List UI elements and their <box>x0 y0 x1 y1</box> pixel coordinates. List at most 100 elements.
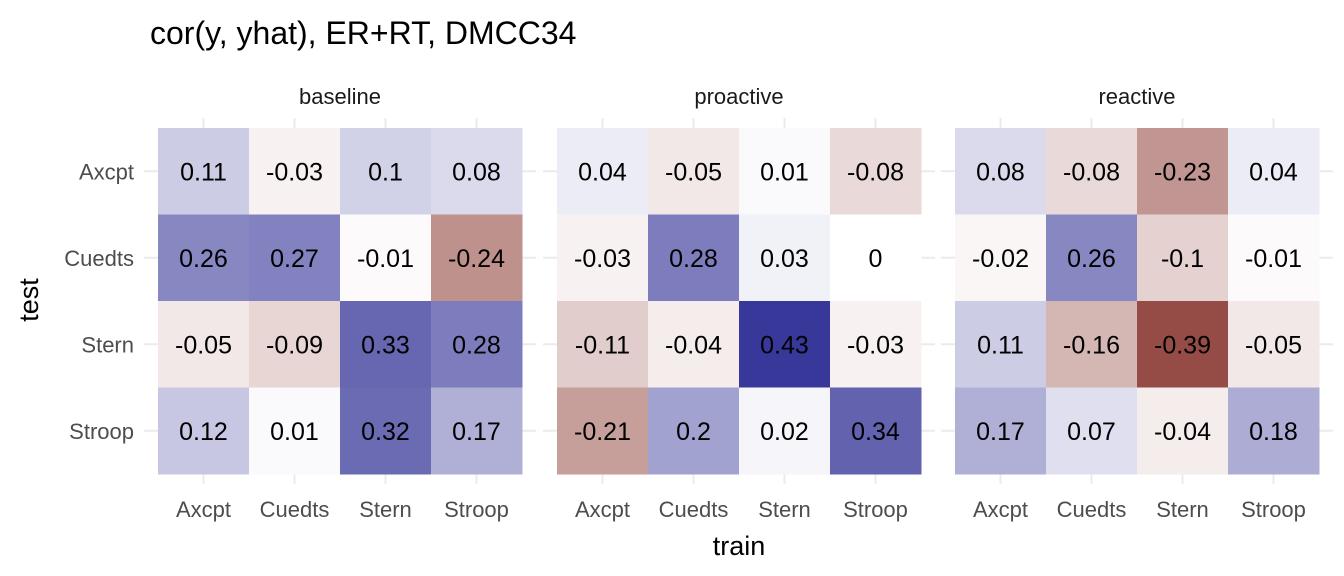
x-tick-label: Stern <box>1156 497 1209 522</box>
tile-value-label: -0.21 <box>574 418 631 446</box>
tile-value-label: 0.1 <box>368 158 403 186</box>
tile-value-label: 0.26 <box>179 245 228 273</box>
x-tick-label: Cuedts <box>659 497 729 522</box>
x-tick-label: Stroop <box>843 497 908 522</box>
y-tick-label: Stroop <box>69 419 134 444</box>
tile-value-label: 0.01 <box>760 158 809 186</box>
tile-value-label: 0.01 <box>270 418 319 446</box>
tile-value-label: -0.01 <box>357 245 414 273</box>
tile-value-label: 0.2 <box>676 418 711 446</box>
tile-baseline-Axcpt-Axcpt <box>158 128 250 215</box>
panel-label-baseline: baseline <box>299 84 381 109</box>
tile-value-label: 0.32 <box>361 418 410 446</box>
tile-value-label: 0.11 <box>180 158 227 186</box>
tile-value-label: 0.08 <box>452 158 501 186</box>
tile-proactive-Stern-Stern <box>739 301 831 388</box>
y-tick-label: Stern <box>81 332 134 357</box>
x-tick-label: Stroop <box>444 497 509 522</box>
tile-proactive-Axcpt-Cuedts <box>648 128 740 215</box>
tile-value-label: 0.11 <box>977 331 1024 359</box>
tile-value-label: 0.08 <box>976 158 1025 186</box>
x-tick-label: Axcpt <box>973 497 1028 522</box>
tile-reactive-Axcpt-Axcpt <box>955 128 1047 215</box>
tile-value-label: -0.1 <box>1161 245 1204 273</box>
tile-value-label: 0.02 <box>760 418 809 446</box>
tile-proactive-Stroop-Stern <box>739 387 831 475</box>
tile-value-label: -0.11 <box>575 331 630 359</box>
tile-value-label: -0.04 <box>665 331 722 359</box>
tile-reactive-Cuedts-Stern <box>1137 214 1229 302</box>
tile-baseline-Stroop-Stern <box>340 387 432 475</box>
tile-value-label: 0.04 <box>578 158 627 186</box>
tile-proactive-Stroop-Cuedts <box>648 387 740 475</box>
tile-proactive-Stroop-Axcpt <box>557 387 649 475</box>
tile-value-label: -0.23 <box>1154 158 1211 186</box>
panel-label-proactive: proactive <box>694 84 783 109</box>
tile-value-label: 0.18 <box>1249 418 1298 446</box>
tile-value-label: -0.03 <box>574 245 631 273</box>
tile-reactive-Stern-Stern <box>1137 301 1229 388</box>
x-axis-label: train <box>713 531 766 561</box>
y-tick-label: Cuedts <box>64 246 134 271</box>
tile-proactive-Cuedts-Axcpt <box>557 214 649 302</box>
tile-value-label: 0.33 <box>361 331 410 359</box>
tile-value-label: -0.03 <box>847 331 904 359</box>
tile-reactive-Axcpt-Cuedts <box>1046 128 1138 215</box>
tile-value-label: 0.07 <box>1067 418 1116 446</box>
y-axis-label: test <box>14 278 44 322</box>
tile-proactive-Cuedts-Stern <box>739 214 831 302</box>
tile-reactive-Cuedts-Axcpt <box>955 214 1047 302</box>
x-tick-label: Cuedts <box>1057 497 1127 522</box>
x-tick-label: Stroop <box>1241 497 1306 522</box>
tile-baseline-Cuedts-Stern <box>340 214 432 302</box>
tile-reactive-Stroop-Stroop <box>1228 387 1320 475</box>
tile-value-label: -0.01 <box>1245 245 1302 273</box>
tile-value-label: -0.08 <box>1063 158 1120 186</box>
tile-baseline-Stern-Axcpt <box>158 301 250 388</box>
tile-baseline-Stroop-Stroop <box>431 387 523 475</box>
tile-proactive-Axcpt-Stern <box>739 128 831 215</box>
tile-value-label: 0.17 <box>452 418 501 446</box>
tile-reactive-Stroop-Cuedts <box>1046 387 1138 475</box>
tile-value-label: -0.05 <box>1245 331 1302 359</box>
tile-value-label: 0.43 <box>760 331 809 359</box>
tile-value-label: -0.05 <box>175 331 232 359</box>
x-tick-label: Axcpt <box>575 497 630 522</box>
tile-value-label: -0.05 <box>665 158 722 186</box>
tile-baseline-Stroop-Axcpt <box>158 387 250 475</box>
tile-reactive-Stroop-Stern <box>1137 387 1229 475</box>
tile-baseline-Cuedts-Stroop <box>431 214 523 302</box>
tile-reactive-Stern-Axcpt <box>955 301 1047 388</box>
tile-baseline-Cuedts-Cuedts <box>249 214 341 302</box>
tile-value-label: -0.03 <box>266 158 323 186</box>
tile-reactive-Stroop-Axcpt <box>955 387 1047 475</box>
tile-proactive-Stern-Stroop <box>830 301 922 388</box>
tile-proactive-Stroop-Stroop <box>830 387 922 475</box>
tile-value-label: -0.08 <box>847 158 904 186</box>
tile-baseline-Stern-Cuedts <box>249 301 341 388</box>
tile-value-label: -0.09 <box>266 331 323 359</box>
tile-value-label: 0.28 <box>452 331 501 359</box>
y-tick-label: Axcpt <box>79 159 134 184</box>
tile-proactive-Stern-Axcpt <box>557 301 649 388</box>
x-tick-label: Cuedts <box>260 497 330 522</box>
tile-value-label: 0.03 <box>760 245 809 273</box>
tile-reactive-Stern-Cuedts <box>1046 301 1138 388</box>
tile-value-label: 0.17 <box>976 418 1025 446</box>
tile-value-label: 0 <box>869 245 883 273</box>
tile-reactive-Cuedts-Cuedts <box>1046 214 1138 302</box>
tile-reactive-Stern-Stroop <box>1228 301 1320 388</box>
tile-proactive-Axcpt-Axcpt <box>557 128 649 215</box>
tile-proactive-Cuedts-Stroop <box>830 214 922 302</box>
tile-reactive-Axcpt-Stroop <box>1228 128 1320 215</box>
tile-value-label: -0.04 <box>1154 418 1211 446</box>
tile-baseline-Stroop-Cuedts <box>249 387 341 475</box>
tile-value-label: 0.28 <box>669 245 718 273</box>
tile-value-label: -0.39 <box>1154 331 1211 359</box>
tile-value-label: 0.26 <box>1067 245 1116 273</box>
chart-title: cor(y, yhat), ER+RT, DMCC34 <box>150 15 576 51</box>
tile-reactive-Cuedts-Stroop <box>1228 214 1320 302</box>
x-tick-label: Axcpt <box>176 497 231 522</box>
tile-baseline-Cuedts-Axcpt <box>158 214 250 302</box>
